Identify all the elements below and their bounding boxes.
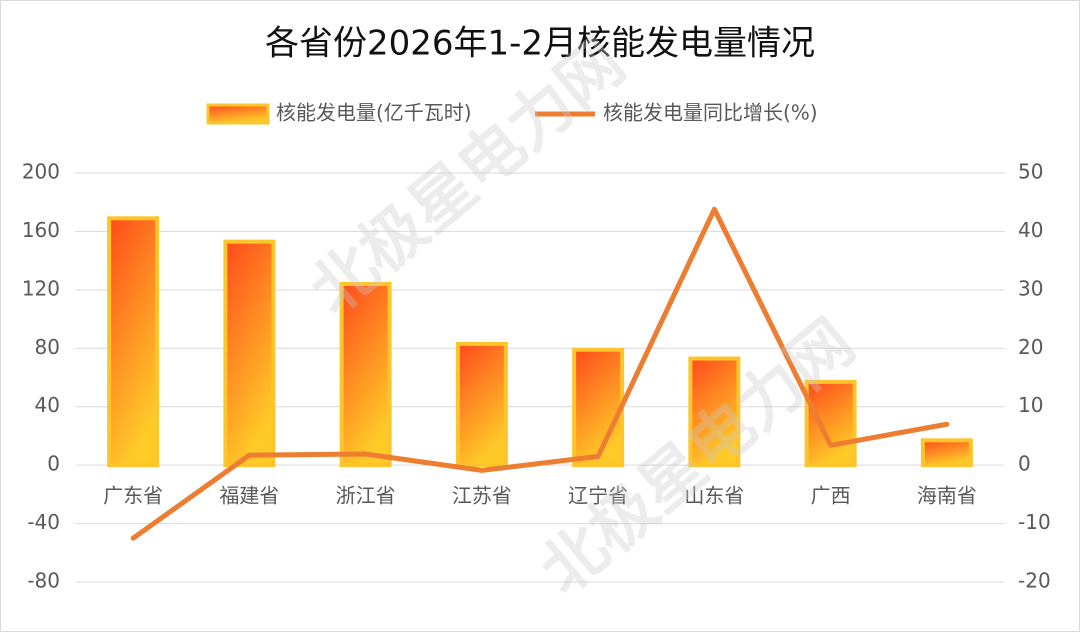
bar <box>572 347 625 468</box>
y-tick-label: -40 <box>27 510 60 534</box>
y-tick-label: 120 <box>22 276 60 300</box>
legend-label: 核能发电量(亿千瓦时) <box>276 101 472 125</box>
y-tick-label: 80 <box>35 335 60 359</box>
y2-tick-label: -10 <box>1018 510 1051 534</box>
y2-tick-label: 30 <box>1018 276 1043 300</box>
plot: -80 -40 0 40 80 120 160 200 -20 -10 0 10 20 30 40 50 广东省… <box>22 101 1051 593</box>
legend-label: 核能发电量同比增长(%) <box>603 101 818 125</box>
x-tick-label: 广西 <box>811 484 851 508</box>
y-tick-label: 0 <box>47 452 60 476</box>
y2-tick-label: -20 <box>1018 569 1051 593</box>
y2-tick-label: 20 <box>1018 335 1043 359</box>
x-tick-label: 辽宁省 <box>568 484 628 508</box>
chart-title: 各省份2026年1-2月核能发电量情况 <box>265 24 815 64</box>
y-tick-label: 200 <box>22 160 60 184</box>
legend-swatch <box>206 103 270 125</box>
x-tick-label: 江苏省 <box>452 484 512 508</box>
bar <box>920 438 973 468</box>
y2-tick-label: 40 <box>1018 218 1043 242</box>
bar <box>223 239 276 468</box>
x-tick-label: 广东省 <box>103 484 163 508</box>
bar <box>107 216 160 468</box>
line <box>130 206 950 541</box>
bar <box>688 356 741 468</box>
y-tick-label: -80 <box>27 569 60 593</box>
x-tick-label: 山东省 <box>684 484 744 508</box>
y2-tick-label: 0 <box>1018 452 1031 476</box>
y-tick-label: 40 <box>35 393 60 417</box>
x-tick-label: 福建省 <box>219 484 279 508</box>
x-tick-label: 浙江省 <box>336 484 396 508</box>
y2-tick-label: 50 <box>1018 160 1043 184</box>
y-tick-label: 160 <box>22 218 60 242</box>
bar <box>339 282 392 468</box>
bar <box>455 341 508 468</box>
x-tick-label: 海南省 <box>917 484 977 508</box>
bar <box>804 379 857 468</box>
y2-tick-label: 10 <box>1018 393 1043 417</box>
